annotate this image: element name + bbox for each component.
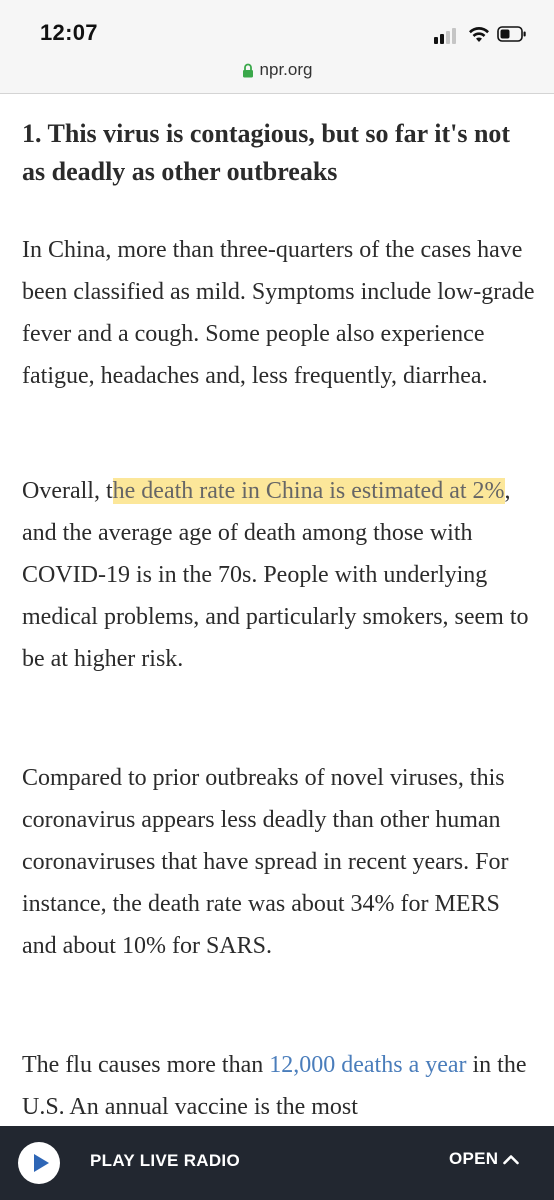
paragraph-flu: The flu causes more than 12,000 deaths a… [22,1044,537,1128]
flu-deaths-link[interactable]: 12,000 deaths a year [269,1052,467,1078]
chevron-up-icon [503,1155,520,1165]
paragraph-text: , and the average age of death among tho… [22,478,529,672]
status-time: 12:07 [40,20,98,45]
url-text: npr.org [259,60,313,79]
play-icon [34,1154,49,1172]
paragraph-text: in the U.S. An annual vaccine is the mos… [22,1052,527,1120]
address-bar[interactable]: npr.org [0,56,554,84]
highlighted-text[interactable]: he death rate in China is estimated at 2… [112,478,505,504]
open-label: OPEN [449,1149,499,1168]
paragraph-comparison: Compared to prior outbreaks of novel vir… [22,765,509,959]
play-button[interactable] [18,1142,60,1184]
paragraph-text: The flu causes more than [22,1052,270,1078]
browser-chrome: 12:07 npr.org [0,0,554,94]
lock-icon [242,63,253,77]
live-radio-bar[interactable]: PLAY LIVE RADIO OPEN [0,1126,554,1200]
open-player-button[interactable]: OPEN [449,1149,520,1169]
paragraph-text: Overall, t [22,478,113,504]
play-live-radio-label[interactable]: PLAY LIVE RADIO [90,1151,240,1170]
wifi-icon [469,26,489,42]
battery-icon [497,26,526,42]
cellular-signal-icon [434,26,462,44]
paragraph-symptoms: In China, more than three-quarters of th… [22,237,535,389]
paragraph-death-rate: Overall, the death rate in China is esti… [22,470,537,680]
section-heading: 1. This virus is contagious, but so far … [22,119,511,186]
